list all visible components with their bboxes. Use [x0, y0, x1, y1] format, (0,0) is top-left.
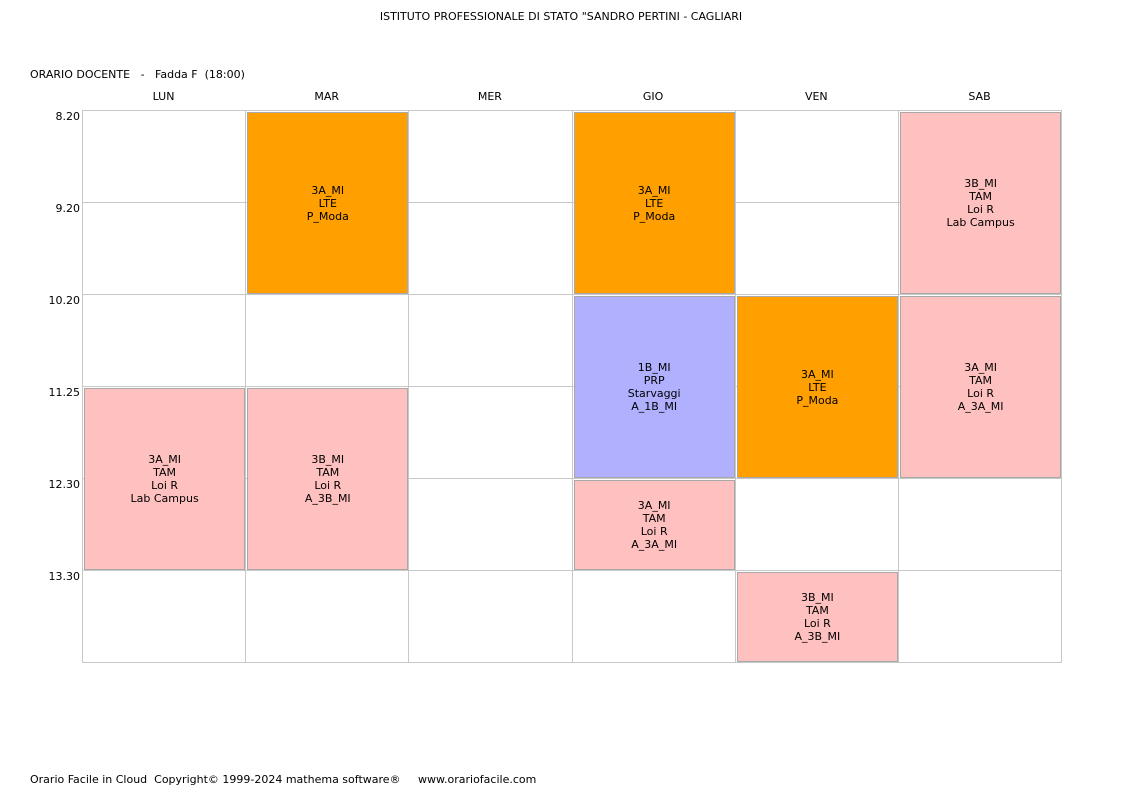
lesson-block[interactable]: 3A_MI LTE P_Moda	[736, 296, 898, 478]
lesson-line: TAM	[316, 466, 340, 479]
empty-slot	[82, 570, 247, 663]
teacher-schedule-label: ORARIO DOCENTE - Fadda F (18:00)	[30, 68, 245, 81]
lesson-line: Loi R	[967, 203, 995, 216]
lesson-line: P_Moda	[306, 209, 349, 223]
lesson-line: LTE	[645, 196, 664, 210]
day-header-mer: MER	[477, 90, 502, 103]
footer-copyright: Orario Facile in Cloud Copyright© 1999-2…	[30, 773, 537, 786]
lesson-line: P_Moda	[796, 393, 839, 407]
lesson-line: 3A_MI	[801, 367, 834, 381]
lesson-block[interactable]: 3A_MI TAM Loi R A_3A_MI	[573, 480, 735, 570]
lesson-line: 3B_MI	[964, 177, 997, 190]
day-header-gio: GIO	[642, 90, 664, 103]
lesson-line: A_3A_MI	[631, 538, 678, 551]
empty-slot	[408, 202, 573, 295]
empty-slot	[245, 294, 410, 387]
lesson-line: LTE	[808, 380, 827, 394]
lesson-line: 3B_MI	[801, 591, 834, 604]
lesson-line: LTE	[318, 196, 337, 210]
lesson-line: 3A_MI	[964, 361, 997, 374]
school-title: ISTITUTO PROFESSIONALE DI STATO "SANDRO …	[379, 10, 743, 23]
lesson-line: 3A_MI	[637, 499, 671, 512]
time-label: 8.20	[55, 110, 81, 123]
empty-slot	[734, 478, 899, 571]
lesson-line: TAM	[805, 604, 829, 617]
empty-slot	[82, 294, 247, 387]
empty-slot	[245, 570, 410, 663]
lesson-line: PRP	[643, 374, 665, 387]
lesson-line: Lab Campus	[130, 492, 199, 505]
lesson-line: Loi R	[803, 617, 831, 630]
lesson-line: 3A_MI	[148, 453, 181, 466]
day-header-lun: LUN	[152, 90, 175, 103]
lesson-line: A_3B_MI	[304, 492, 351, 505]
lesson-block[interactable]: 3A_MI LTE P_Moda	[247, 112, 409, 294]
lesson-line: TAM	[969, 190, 993, 203]
day-header-sab: SAB	[968, 90, 991, 103]
lesson-line: 3B_MI	[311, 453, 345, 466]
lesson-block[interactable]: 3A_MI LTE P_Moda	[573, 112, 735, 294]
empty-slot	[898, 478, 1063, 571]
empty-slot	[408, 110, 573, 203]
time-label: 13.30	[48, 570, 81, 583]
lesson-line: Loi R	[151, 479, 179, 492]
time-label: 10.20	[48, 294, 81, 307]
lesson-block[interactable]: 3B_MI TAM Loi R A_3B_MI	[247, 388, 409, 570]
empty-slot	[408, 478, 573, 571]
day-header-mar: MAR	[314, 90, 340, 103]
empty-slot	[408, 294, 573, 387]
empty-slot	[898, 570, 1063, 663]
empty-slot	[571, 570, 736, 663]
lesson-line: Starvaggi	[627, 387, 681, 400]
empty-slot	[734, 110, 899, 203]
lesson-block[interactable]: 3A_MI TAM Loi R Lab Campus	[84, 388, 246, 570]
lesson-line: 3A_MI	[311, 183, 345, 197]
lesson-line: Loi R	[967, 387, 995, 400]
time-label: 12.30	[48, 478, 81, 491]
time-label: 9.20	[55, 202, 81, 215]
day-header-ven: VEN	[804, 90, 828, 103]
time-label: 11.25	[48, 386, 81, 399]
empty-slot	[734, 202, 899, 295]
lesson-line: A_1B_MI	[631, 400, 678, 413]
lesson-line: TAM	[642, 512, 666, 525]
lesson-line: Loi R	[640, 525, 668, 538]
lesson-line: Loi R	[314, 479, 342, 492]
lesson-line: 3A_MI	[637, 183, 671, 197]
lesson-block[interactable]: 3B_MI TAM Loi R Lab Campus	[900, 112, 1062, 294]
lesson-line: A_3B_MI	[794, 630, 841, 643]
lesson-block[interactable]: 3A_MI TAM Loi R A_3A_MI	[900, 296, 1062, 478]
empty-slot	[82, 202, 247, 295]
lesson-line: TAM	[153, 466, 177, 479]
lesson-block[interactable]: 3B_MI TAM Loi R A_3B_MI	[736, 572, 898, 662]
empty-slot	[82, 110, 247, 203]
lesson-line: TAM	[969, 374, 993, 387]
lesson-line: P_Moda	[633, 209, 676, 223]
empty-slot	[408, 386, 573, 479]
lesson-line: Lab Campus	[946, 216, 1015, 229]
lesson-line: 1B_MI	[637, 361, 671, 374]
lesson-block[interactable]: 1B_MI PRP Starvaggi A_1B_MI	[573, 296, 735, 478]
empty-slot	[408, 570, 573, 663]
lesson-line: A_3A_MI	[957, 400, 1004, 413]
